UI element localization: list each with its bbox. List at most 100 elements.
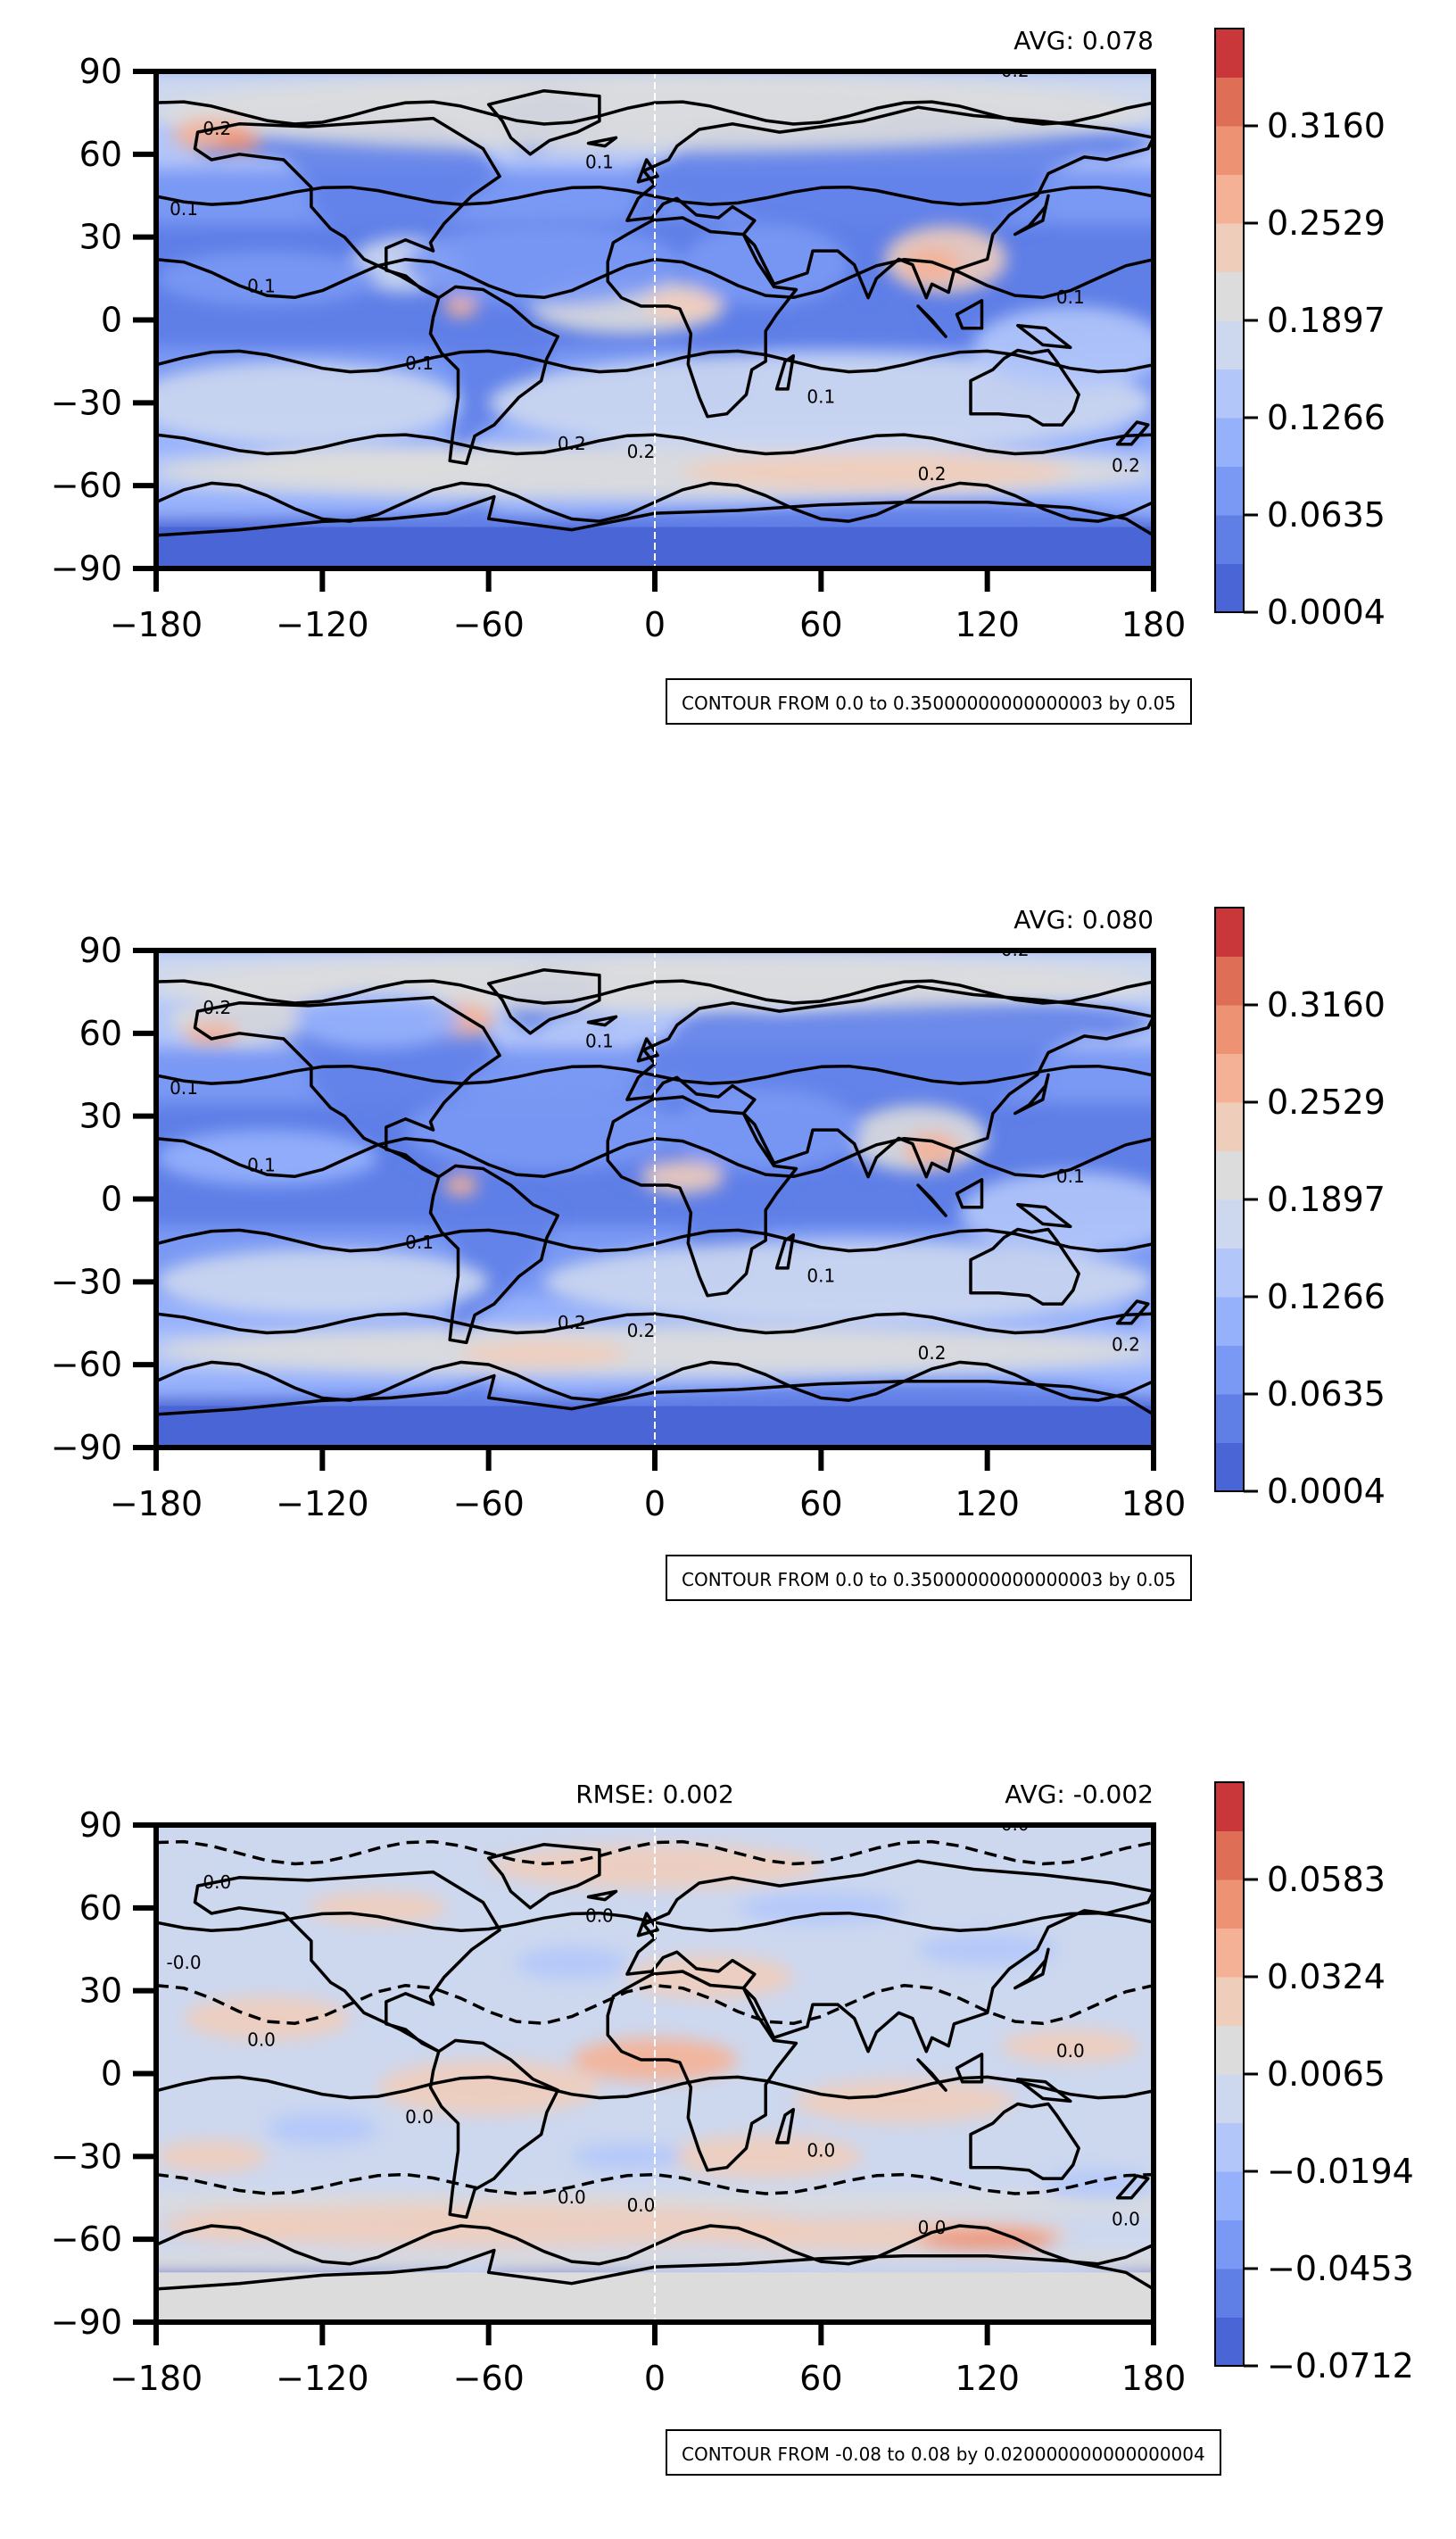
land-region (956, 2054, 982, 2082)
contour-label: 0.2 (1112, 1334, 1140, 1356)
field-blob (184, 1022, 240, 1045)
avg-label: AVG: -0.002 (1005, 1780, 1154, 1809)
field-blob (543, 1240, 1154, 1323)
coastline-contour (916, 1183, 947, 1217)
coastline-contour (1013, 1073, 1050, 1116)
colorbar-segment (1215, 2025, 1244, 2075)
coastline-contour (193, 116, 501, 300)
coastline-contour (774, 2107, 796, 2145)
coastline-contour (636, 1037, 659, 1063)
land-region (971, 2103, 1080, 2179)
x-tick-label: 0 (644, 605, 666, 644)
land-region (1014, 1949, 1048, 1988)
contour-label: 0.2 (918, 1342, 947, 1364)
contour-label: 0.0 (247, 2029, 276, 2051)
x-tick-label: −180 (110, 1484, 203, 1523)
contour-label: 0.0 (405, 2106, 434, 2128)
field-blob (1001, 2029, 1140, 2063)
colorbar-segment (1215, 2074, 1244, 2123)
coastline-contour (428, 2038, 560, 2220)
coastline-contour (1013, 1947, 1050, 1990)
colorbar-tick-label: −0.0712 (1267, 2346, 1414, 2385)
land-region (1117, 1301, 1148, 1323)
field-blob (156, 361, 461, 444)
colorbar-tick-label: 0.1897 (1267, 301, 1386, 340)
colorbar-segment (1215, 126, 1244, 175)
field-blob (571, 2142, 683, 2170)
y-tick-label: −90 (51, 1428, 122, 1467)
y-tick-label: 30 (79, 218, 122, 257)
y-tick-label: 60 (79, 135, 122, 174)
colorbar-segment (1215, 223, 1244, 272)
colorbar-tick-label: 0.0004 (1267, 593, 1386, 632)
x-tick-label: 120 (955, 2359, 1020, 2398)
coastline-contour (1016, 1202, 1072, 1229)
coastline-contour (969, 348, 1080, 427)
contour-label: 0.1 (170, 1077, 198, 1099)
colorbar-segment (1215, 1879, 1244, 1929)
contour-label: 0.0 (1056, 2040, 1085, 2062)
colorbar-segment (1215, 1345, 1244, 1395)
colorbar-tick-label: 0.0004 (1267, 1472, 1386, 1511)
colorbar-segment (1215, 2220, 1244, 2269)
contour-label: -0.0 (167, 1952, 202, 1973)
y-tick-label: −60 (51, 2220, 122, 2259)
y-tick-label: −30 (51, 2137, 122, 2176)
coastline-contour (625, 984, 1154, 1179)
colorbar-segment (1215, 418, 1244, 467)
colorbar-segment (1215, 1199, 1244, 1249)
latitude-contour (156, 2172, 1154, 2195)
y-tick-label: −90 (51, 2303, 122, 2342)
x-tick-label: 120 (955, 605, 1020, 644)
land-region (1117, 422, 1148, 444)
x-tick-label: −120 (276, 605, 368, 644)
x-tick-label: 180 (1121, 2359, 1187, 2398)
y-tick-label: −90 (51, 549, 122, 588)
y-tick-label: 60 (79, 1888, 122, 1928)
colorbar-tick-label: 0.0635 (1267, 495, 1386, 535)
contour-label: 0.2 (203, 997, 231, 1018)
y-tick-label: 0 (101, 301, 122, 340)
colorbar-segment (1215, 77, 1244, 127)
coastline-contour (586, 1889, 618, 1902)
contour-label: 0.0 (918, 2217, 947, 2238)
contour-label: 0.1 (807, 386, 835, 407)
coastline-contour (955, 1178, 984, 1209)
contour-label: 0.1 (585, 151, 614, 172)
colorbar-tick-label: 0.3160 (1267, 106, 1386, 145)
field-blob (918, 1932, 1057, 1966)
colorbar-segment (1215, 1102, 1244, 1151)
colorbar-segment (1215, 369, 1244, 419)
panel-bottom: -0.0 0.0 0.0 0.0 0.0 0.0 0.0 0.0 0.0 0.0 0.0 0.0 −18… (0, 1754, 1456, 2539)
colorbar-tick-label: 0.2529 (1267, 203, 1386, 243)
coastline-contour (486, 88, 601, 156)
panel-middle: 0.1 0.1 0.1 0.1 0.1 0.1 0.2 0.2 0.2 0.2 0.2 0.2 −180… (0, 879, 1456, 1664)
field-blob (239, 446, 517, 480)
contour-label: 0.1 (247, 1155, 276, 1176)
colorbar-segment (1215, 271, 1244, 321)
latitude-contour (156, 2075, 1154, 2100)
field-blob (793, 2078, 1015, 2124)
x-tick-label: 0 (644, 1484, 666, 1523)
field-blob (170, 2209, 309, 2243)
colorbar-tick-label: 0.0635 (1267, 1374, 1386, 1414)
y-tick-label: 30 (79, 1971, 122, 2011)
contour-label: 0.0 (627, 2195, 656, 2216)
field-blob (156, 1249, 489, 1315)
field-blob (156, 1130, 378, 1186)
avg-label: AVG: 0.078 (1013, 26, 1154, 55)
colorbar-tick-label: 0.1266 (1267, 398, 1386, 437)
coastline-contour (636, 158, 659, 184)
contour-lines (156, 1839, 1154, 2322)
contour-label: 0.0 (203, 1871, 231, 1893)
x-tick-label: −60 (453, 605, 525, 644)
coastline-contour (156, 2248, 1154, 2322)
contour-label: 0.1 (247, 276, 276, 297)
data-field: 0.1 0.1 0.1 0.1 0.1 0.1 0.2 0.2 0.2 0.2 0.2 0.2 (156, 60, 1154, 568)
contour-label: 0.2 (1001, 60, 1030, 81)
field-blob (156, 251, 378, 307)
colorbar-segment (1215, 1442, 1244, 1492)
colorbar-tick-label: −0.0453 (1267, 2249, 1414, 2288)
x-tick-label: −60 (453, 2359, 525, 2398)
coastline-contour (606, 1970, 798, 2172)
